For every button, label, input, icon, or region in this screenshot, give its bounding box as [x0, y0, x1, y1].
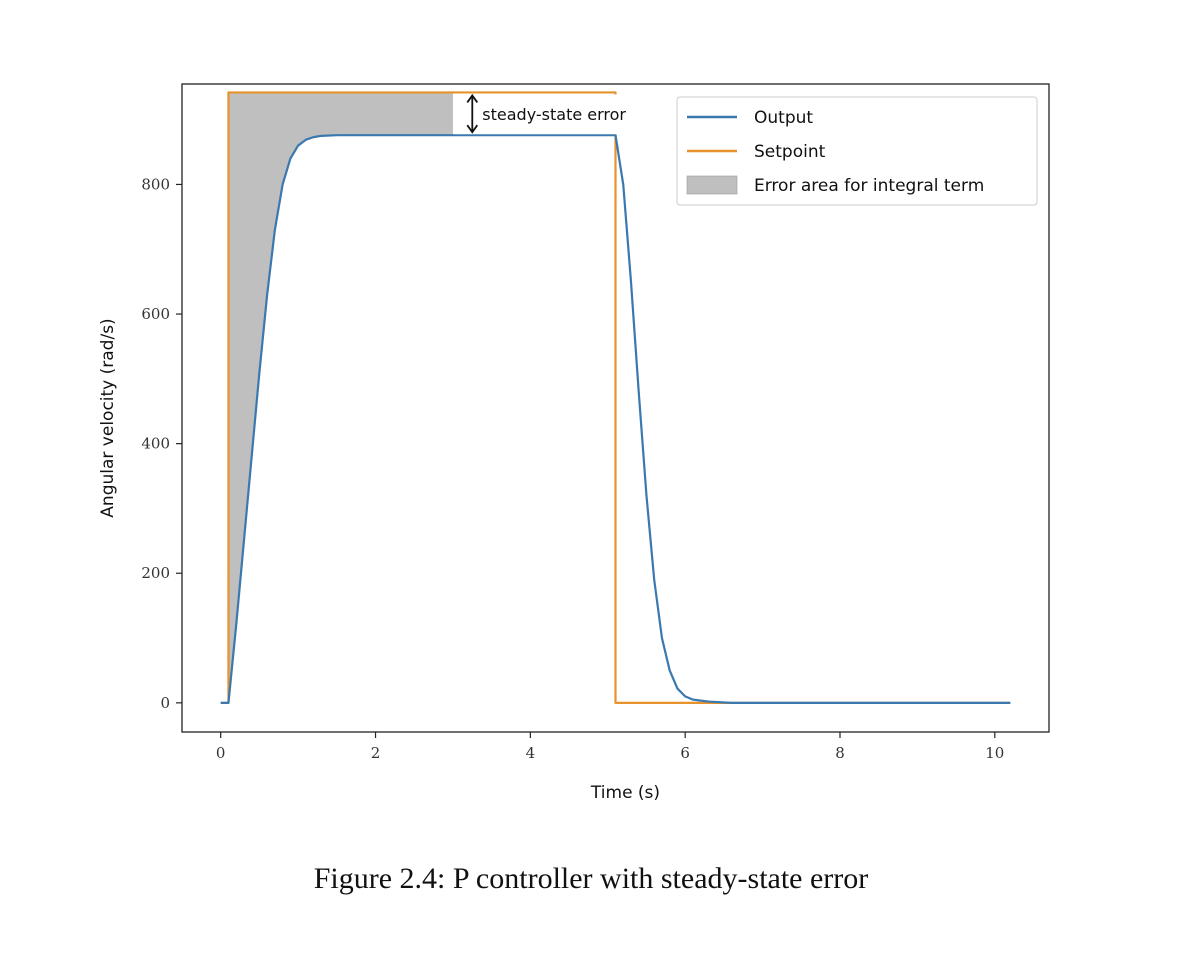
annotation-label: steady-state error [482, 105, 626, 124]
x-axis-label: Time (s) [590, 783, 660, 803]
plot-area [220, 91, 1011, 704]
y-tick-label: 400 [141, 435, 170, 453]
legend-setpoint-label: Setpoint [754, 142, 826, 162]
y-tick-label: 600 [141, 305, 170, 323]
chart: 0 2 4 6 8 10 0 200 400 600 800 Time (s) Angular velo… [98, 83, 1050, 803]
annotation-background [454, 94, 655, 135]
error-area [228, 92, 453, 703]
x-tick-label: 4 [526, 744, 536, 762]
x-tick-label: 6 [680, 744, 690, 762]
x-tick-label: 0 [216, 744, 226, 762]
y-axis-label: Angular velocity (rad/s) [98, 318, 118, 517]
annotation-arrowhead-up [466, 93, 479, 103]
plot-frame [181, 83, 1050, 733]
figure-caption: Figure 2.4: P controller with steady-sta… [313, 862, 869, 895]
x-tick-label: 8 [835, 744, 845, 762]
y-tick-label: 200 [141, 564, 170, 582]
x-tick-label: 10 [985, 744, 1004, 762]
axes: 0 2 4 6 8 10 0 200 400 600 800 Time (s) Angular velo… [98, 83, 1050, 803]
annotation-arrowhead-down [466, 124, 479, 134]
legend-error-area-label: Error area for integral term [754, 176, 984, 196]
output-line [220, 134, 1011, 704]
legend-box [676, 96, 1038, 206]
y-tick-label: 0 [160, 694, 170, 712]
y-tick-label: 800 [141, 175, 170, 193]
annotation: steady-state error [454, 93, 655, 135]
legend: Output Setpoint Error area for integral te… [676, 96, 1038, 206]
legend-error-area-swatch [686, 175, 738, 195]
x-tick-label: 2 [371, 744, 381, 762]
legend-output-label: Output [754, 108, 813, 128]
